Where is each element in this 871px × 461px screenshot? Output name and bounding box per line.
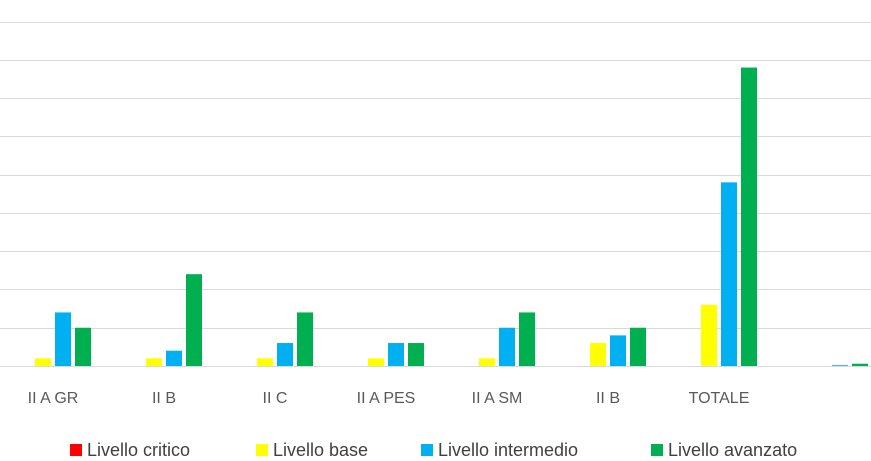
legend-item: Livello critico (70, 440, 190, 460)
bar (499, 327, 515, 366)
legend: Livello critico Livello base Livello inter… (70, 440, 797, 460)
bar (277, 343, 293, 366)
legend-swatch (256, 444, 268, 456)
bar (146, 358, 162, 366)
legend-item: Livello base (256, 440, 368, 460)
x-tick-label: TOTALE (689, 390, 750, 407)
bar (55, 312, 71, 366)
legend-swatch (651, 444, 663, 456)
bar (832, 365, 848, 366)
bar (257, 358, 273, 366)
bar (479, 358, 495, 366)
bar (610, 335, 626, 366)
x-tick-label: II C (263, 390, 288, 407)
bar (297, 312, 313, 366)
bar (852, 363, 868, 366)
bar (35, 358, 51, 366)
legend-label: Livello critico (87, 440, 190, 460)
legend-label: Livello base (273, 440, 368, 460)
bar (741, 67, 757, 366)
bar (519, 312, 535, 366)
bars (35, 67, 868, 366)
x-tick-label: II A PES (357, 390, 416, 407)
bar (166, 350, 182, 366)
bar (701, 304, 717, 366)
bar (368, 358, 384, 366)
x-tick-labels: II A GR II B II C II A PES II A SM II B TOTALE (28, 390, 750, 407)
legend-label: Livello intermedio (438, 440, 578, 460)
bar (630, 327, 646, 366)
legend-swatch (70, 444, 82, 456)
bar (721, 182, 737, 366)
bar (590, 343, 606, 366)
bar (75, 327, 91, 366)
legend-swatch (421, 444, 433, 456)
x-tick-label: II B (596, 390, 620, 407)
gridlines (0, 22, 871, 329)
x-tick-label: II A SM (472, 390, 523, 407)
legend-label: Livello avanzato (668, 440, 797, 460)
legend-item: Livello intermedio (421, 440, 578, 460)
legend-item: Livello avanzato (651, 440, 797, 460)
x-tick-label: II A GR (28, 390, 79, 407)
x-tick-label: II B (152, 390, 176, 407)
bar (186, 274, 202, 366)
bar (408, 343, 424, 366)
bar (388, 343, 404, 366)
